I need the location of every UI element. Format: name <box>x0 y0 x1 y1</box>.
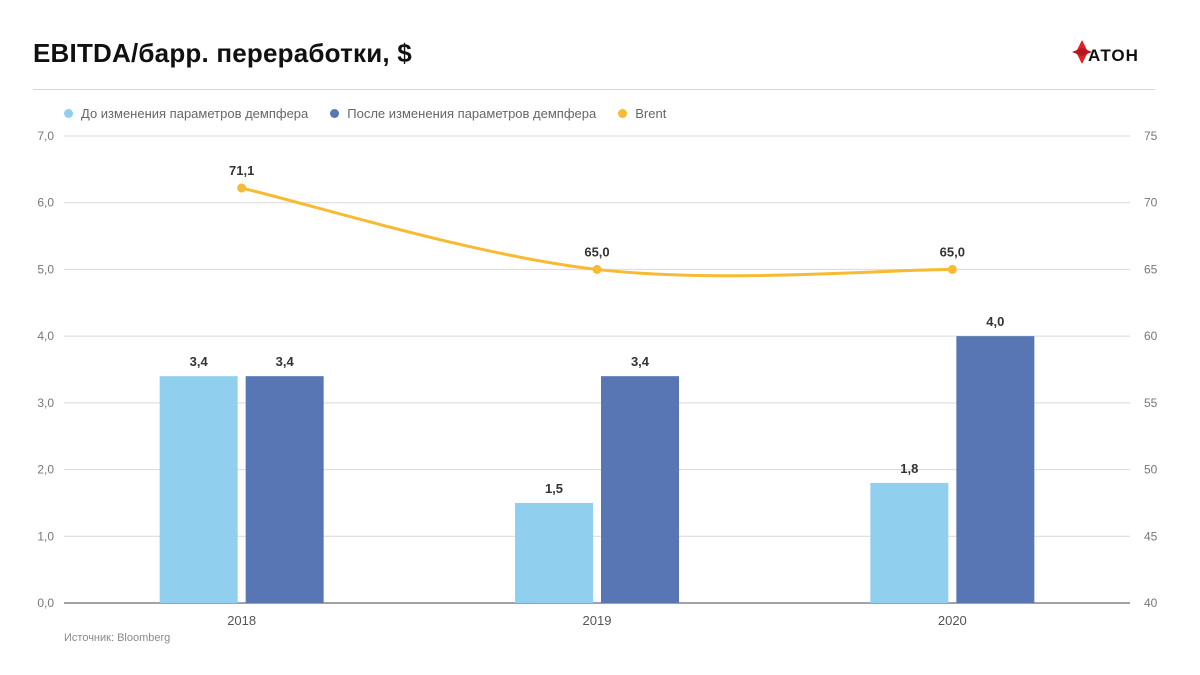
brent-point <box>592 264 602 274</box>
x-tick-label: 2019 <box>583 613 612 628</box>
bar <box>159 376 238 603</box>
y-right-tick-label: 60 <box>1144 329 1158 343</box>
brent-value-label: 65,0 <box>940 244 965 259</box>
bar <box>601 376 679 603</box>
chart-title: EBITDA/барр. переработки, $ <box>33 38 412 68</box>
bar <box>515 502 593 603</box>
y-left-tick-label: 3,0 <box>37 396 54 410</box>
bar-value-label: 3,4 <box>276 354 295 369</box>
legend-label-brent: Brent <box>635 106 667 121</box>
y-left-tick-label: 2,0 <box>37 463 54 477</box>
bar-value-label: 1,8 <box>900 461 918 476</box>
legend-item-before: До изменения параметров демпфера <box>64 106 308 121</box>
header-divider <box>33 89 1155 90</box>
y-left-tick-label: 4,0 <box>37 329 54 343</box>
y-left-tick-label: 5,0 <box>37 262 54 276</box>
legend-item-after: После изменения параметров демпфера <box>330 106 596 121</box>
y-right-tick-label: 70 <box>1144 196 1158 210</box>
brent-point <box>237 183 247 193</box>
y-right-tick-label: 65 <box>1144 262 1158 276</box>
legend-label-before: До изменения параметров демпфера <box>81 106 309 121</box>
brand-name: АТОН <box>1088 46 1139 65</box>
y-left-tick-label: 1,0 <box>37 529 54 543</box>
legend-label-after: После изменения параметров демпфера <box>347 106 597 121</box>
legend: До изменения параметров демпфера После и… <box>64 106 688 121</box>
y-left-tick-label: 7,0 <box>37 129 54 143</box>
bar-value-label: 1,5 <box>545 481 563 496</box>
x-tick-label: 2018 <box>227 613 256 628</box>
legend-dot-before-icon <box>64 109 73 118</box>
x-tick-label: 2020 <box>938 613 967 628</box>
bar <box>956 336 1035 603</box>
bar <box>870 482 949 603</box>
y-left-tick-label: 0,0 <box>37 596 54 610</box>
source-note: Источник: Bloomberg <box>64 632 171 644</box>
bar-value-label: 4,0 <box>986 314 1004 329</box>
y-right-tick-label: 45 <box>1144 529 1158 543</box>
brent-line <box>240 186 954 278</box>
y-right-tick-label: 40 <box>1144 596 1158 610</box>
y-right-tick-label: 55 <box>1144 396 1158 410</box>
brent-point <box>947 264 957 274</box>
bar-value-label: 3,4 <box>631 354 650 369</box>
legend-dot-after-icon <box>330 109 340 118</box>
y-right-tick-label: 75 <box>1144 129 1158 143</box>
y-left-tick-label: 6,0 <box>37 196 54 210</box>
brent-value-label: 65,0 <box>584 244 609 259</box>
legend-item-brent: Brent <box>618 106 666 121</box>
y-right-tick-label: 50 <box>1144 463 1158 477</box>
aton-logo-icon <box>1072 40 1092 64</box>
bar-value-label: 3,4 <box>190 354 209 369</box>
brent-value-label: 71,1 <box>229 163 254 178</box>
legend-dot-brent-icon <box>618 109 628 118</box>
bar <box>245 376 324 603</box>
